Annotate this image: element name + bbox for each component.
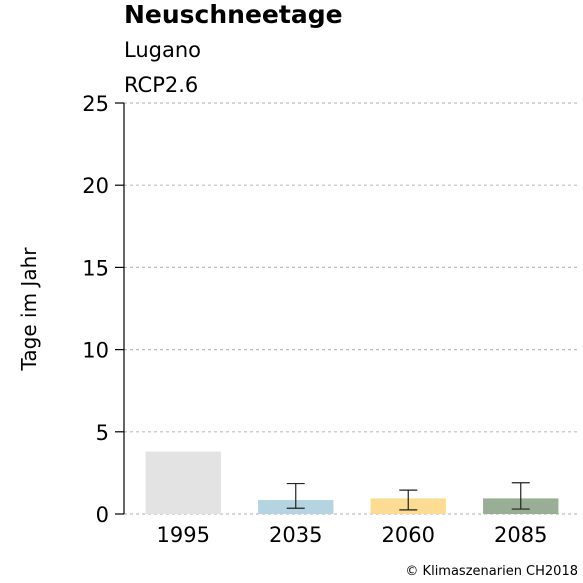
chart-subtitle-location: Lugano xyxy=(124,38,201,62)
x-tick-label-2060: 2060 xyxy=(382,523,435,547)
y-tick-label: 25 xyxy=(82,92,109,116)
error-bar-2035 xyxy=(286,482,305,509)
x-tick-label-2035: 2035 xyxy=(269,523,322,547)
y-tick-label: 15 xyxy=(82,256,109,280)
x-tick-label-2085: 2085 xyxy=(494,523,547,547)
copyright-credit: © Klimaszenarien CH2018 xyxy=(405,564,578,579)
bars xyxy=(145,451,559,514)
y-tick-label: 10 xyxy=(82,339,109,363)
chart-subtitle-scenario: RCP2.6 xyxy=(124,73,199,97)
y-tick-label: 5 xyxy=(96,421,109,445)
x-tick-label-1995: 1995 xyxy=(157,523,210,547)
error-bars xyxy=(286,482,530,511)
y-tick-label: 20 xyxy=(82,174,109,198)
error-bar-2085 xyxy=(511,482,530,510)
x-tick-labels: 1995 2035 2060 2085 xyxy=(157,523,548,547)
y-tick-label: 0 xyxy=(96,503,109,527)
chart-title: Neuschneetage xyxy=(124,0,343,29)
bar-1995 xyxy=(145,451,221,514)
error-bar-2060 xyxy=(399,489,418,511)
y-axis-label: Tage im Jahr xyxy=(17,247,41,372)
y-ticks: 0 5 10 15 20 25 xyxy=(82,92,124,527)
